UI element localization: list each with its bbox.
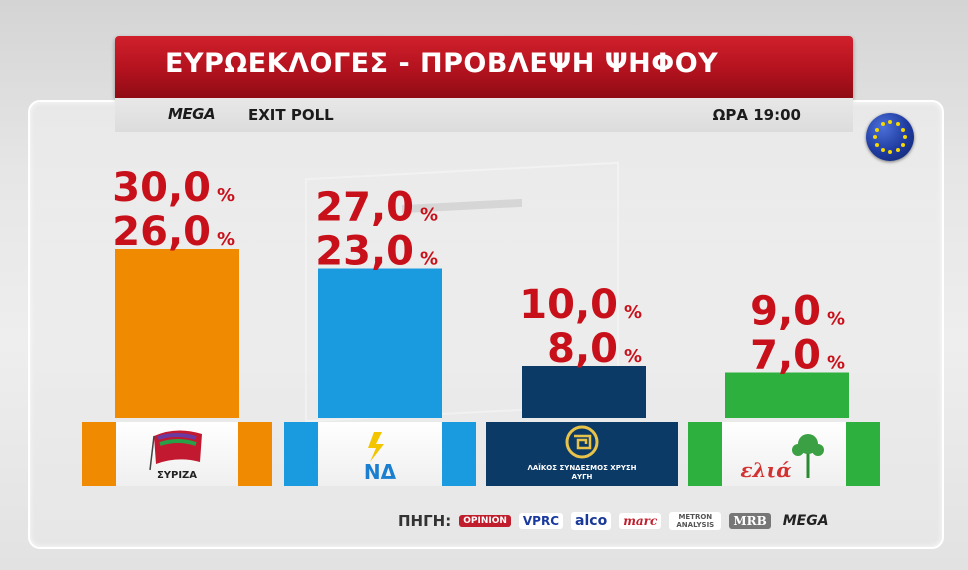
logo-center: ΝΔ xyxy=(318,422,442,486)
party-logo-syriza: ΣΥΡΙΖΑ xyxy=(82,422,272,486)
eu-star xyxy=(903,135,907,139)
eu-star xyxy=(880,122,885,126)
eu-flag-icon xyxy=(866,113,914,161)
eu-star xyxy=(900,127,905,132)
value-label-lower: 7,0 xyxy=(750,333,821,379)
pollster-metron-logo: METRON ANALYSIS xyxy=(669,512,722,530)
source-row: ΠΗΓΗ: OPINION VPRC alco marc METRON ANAL… xyxy=(398,508,841,534)
percent-sign: % xyxy=(624,302,642,323)
party-label: ΝΔ xyxy=(363,460,397,484)
logo-side-right xyxy=(846,422,880,486)
bar-2 xyxy=(318,268,442,418)
logo-center: ΛΑΪΚΟΣ ΣΥΝΔΕΣΜΟΣ ΧΡΥΣΗ ΑΥΓΗ xyxy=(520,422,644,486)
logo-side-right xyxy=(238,422,272,486)
value-label-lower: 8,0 xyxy=(547,326,618,372)
pollster-mega-logo: MEGA xyxy=(782,513,829,529)
eu-star xyxy=(888,120,892,124)
percent-sign: % xyxy=(624,346,642,367)
party-label: ΣΥΡΙΖΑ xyxy=(156,470,198,481)
syriza-flag-icon xyxy=(149,430,202,471)
source-label: ΠΗΓΗ: xyxy=(398,512,452,530)
party-logo-nd: ΝΔ xyxy=(284,422,476,486)
nd-torch-icon xyxy=(368,432,384,462)
value-label-lower: 26,0 xyxy=(112,209,211,255)
bar-4 xyxy=(725,372,849,418)
percent-sign: % xyxy=(827,353,845,374)
bar-3 xyxy=(522,366,646,418)
exit-poll-label: EXIT POLL xyxy=(248,106,334,124)
meander-emblem-icon xyxy=(565,425,599,459)
eu-star xyxy=(895,122,900,126)
eu-star xyxy=(875,142,879,147)
value-label-upper: 27,0 xyxy=(315,185,414,231)
logo-side-left xyxy=(82,422,116,486)
percent-sign: % xyxy=(217,229,235,250)
page-title: ΕΥΡΩΕΚΛΟΓΕΣ - ΠΡΟΒΛΕΨΗ ΨΗΦΟΥ xyxy=(165,48,719,79)
poll-time: ΩΡΑ 19:00 xyxy=(712,106,801,124)
eu-star xyxy=(875,127,879,132)
pollster-opinion-logo: OPINION xyxy=(459,515,511,527)
percent-sign: % xyxy=(827,309,845,330)
percent-sign: % xyxy=(420,249,438,270)
percent-sign: % xyxy=(217,185,235,206)
eu-star xyxy=(895,147,900,152)
olive-tree-icon xyxy=(792,434,824,478)
pollster-marc-logo: marc xyxy=(619,513,662,529)
bar-1 xyxy=(115,249,239,418)
pollster-alco-logo: alco xyxy=(571,512,612,530)
pollster-mrb-logo: MRB xyxy=(729,513,771,529)
percent-sign: % xyxy=(420,205,438,226)
subtitle-bar: MEGA EXIT POLL ΩΡΑ 19:00 xyxy=(115,98,853,132)
value-label-upper: 30,0 xyxy=(112,165,211,211)
logo-center: ελιά xyxy=(722,422,846,486)
party-logo-golden-dawn: ΛΑΪΚΟΣ ΣΥΝΔΕΣΜΟΣ ΧΡΥΣΗ ΑΥΓΗ xyxy=(486,422,678,486)
logo-side-right xyxy=(644,422,678,486)
value-label-upper: 10,0 xyxy=(519,282,618,328)
title-banner: ΕΥΡΩΕΚΛΟΓΕΣ - ΠΡΟΒΛΕΨΗ ΨΗΦΟΥ xyxy=(115,36,853,98)
logo-side-right xyxy=(442,422,476,486)
eu-star xyxy=(888,150,892,154)
value-label-lower: 23,0 xyxy=(315,229,414,275)
value-label-upper: 9,0 xyxy=(750,289,821,335)
eu-star xyxy=(873,135,877,139)
pollster-vprc-logo: VPRC xyxy=(518,513,564,529)
eu-star xyxy=(900,142,905,147)
logo-center: ΣΥΡΙΖΑ xyxy=(116,422,238,486)
eu-star xyxy=(880,147,885,152)
party-label: ΛΑΪΚΟΣ ΣΥΝΔΕΣΜΟΣ ΧΡΥΣΗ ΑΥΓΗ xyxy=(527,464,637,481)
logo-side-left xyxy=(284,422,318,486)
logo-side-left xyxy=(486,422,520,486)
mega-logo: MEGA xyxy=(168,105,216,123)
logo-side-left xyxy=(688,422,722,486)
party-logo-elia: ελιά xyxy=(688,422,880,486)
party-label: ελιά xyxy=(740,458,792,482)
